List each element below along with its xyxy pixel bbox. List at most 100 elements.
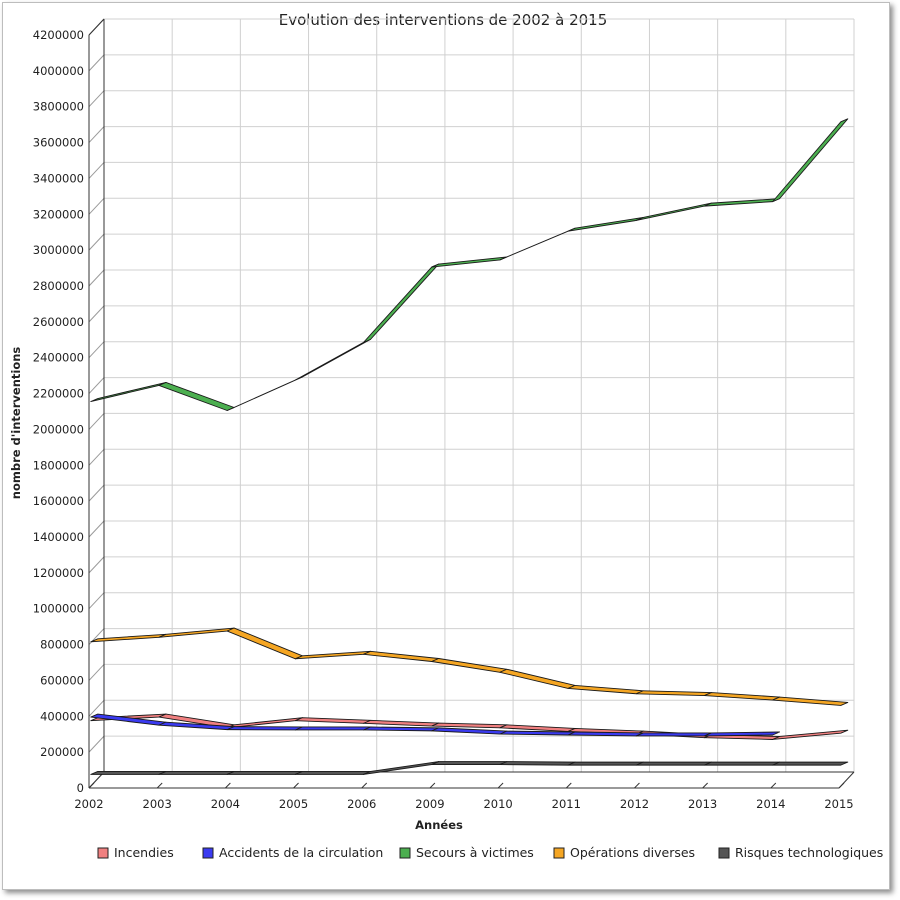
legend-item: Incendies bbox=[97, 845, 174, 860]
legend-item: Risques technologiques bbox=[718, 845, 883, 860]
chart-title: Evolution des interventions de 2002 à 20… bbox=[279, 11, 608, 29]
x-tick-mark bbox=[702, 782, 708, 789]
x-tick-mark bbox=[293, 782, 299, 789]
y-tick-mark bbox=[88, 341, 105, 359]
y-tick-label: 1000000 bbox=[33, 602, 84, 616]
series-segment bbox=[703, 731, 781, 737]
x-tick-label: 2011 bbox=[552, 797, 581, 811]
x-tick-mark bbox=[634, 782, 640, 789]
y-axis-label: nombre d'interventions bbox=[9, 347, 23, 500]
series-segment bbox=[635, 732, 712, 737]
legend-label: Secours à victimes bbox=[416, 845, 534, 860]
series-segment bbox=[294, 771, 371, 775]
y-tick-label: 2400000 bbox=[33, 351, 84, 365]
series-3 bbox=[90, 118, 849, 411]
y-tick-mark bbox=[88, 126, 105, 143]
x-tick-label: 2004 bbox=[211, 797, 240, 811]
legend-label: Accidents de la circulation bbox=[219, 845, 383, 860]
series-segment bbox=[294, 726, 371, 731]
y-tick-label: 4000000 bbox=[33, 64, 84, 78]
y-tick-mark bbox=[88, 699, 105, 717]
x-tick-mark bbox=[361, 782, 368, 789]
y-tick-mark bbox=[88, 90, 105, 108]
y-tick-label: 4200000 bbox=[33, 28, 84, 42]
x-tick-mark bbox=[497, 782, 504, 789]
legend-label: Incendies bbox=[114, 845, 174, 860]
y-tick-mark bbox=[88, 162, 105, 179]
y-tick-mark bbox=[88, 54, 105, 72]
y-tick-label: 3000000 bbox=[33, 243, 84, 257]
series-segment bbox=[90, 381, 167, 402]
series-segment bbox=[772, 696, 849, 706]
series-segment bbox=[635, 202, 712, 221]
series-segment bbox=[158, 771, 235, 775]
y-tick-mark bbox=[88, 305, 105, 323]
x-tick-label: 2003 bbox=[143, 797, 172, 811]
series-segment bbox=[567, 731, 644, 737]
y-axis-top-depth bbox=[88, 18, 105, 36]
y-tick-label: 200000 bbox=[40, 745, 84, 759]
series-segment bbox=[294, 717, 371, 724]
series-segment bbox=[567, 217, 644, 232]
series-segment bbox=[635, 761, 712, 766]
series-segment bbox=[499, 668, 576, 689]
series-segment bbox=[226, 771, 303, 775]
series-segment bbox=[363, 263, 440, 343]
x-tick-mark bbox=[770, 782, 777, 789]
y-tick-label: 2800000 bbox=[33, 279, 84, 293]
y-tick-label: 1600000 bbox=[33, 494, 84, 508]
y-tick-label: 2600000 bbox=[33, 315, 84, 329]
x-tick-mark bbox=[88, 782, 95, 789]
x-tick-label: 2002 bbox=[74, 797, 103, 811]
x-tick-mark bbox=[225, 782, 231, 789]
series-segment bbox=[363, 761, 440, 775]
series-segment bbox=[431, 722, 508, 729]
series-segment bbox=[431, 761, 508, 766]
y-tick-label: 0 bbox=[77, 781, 84, 795]
y-tick-mark bbox=[88, 377, 105, 394]
y-tick-mark bbox=[88, 664, 105, 681]
y-tick-mark bbox=[88, 448, 105, 466]
x-tick-label: 2010 bbox=[483, 797, 512, 811]
legend-swatch bbox=[202, 847, 214, 859]
series-segment bbox=[703, 761, 781, 766]
grid bbox=[103, 18, 855, 773]
legend-swatch bbox=[553, 847, 565, 859]
x-tick-mark bbox=[565, 782, 572, 789]
x-axis-label: Années bbox=[415, 818, 463, 832]
series-segment bbox=[772, 118, 849, 203]
chart-frame: Evolution des interventions de 2002 à 20… bbox=[2, 2, 890, 890]
legend-swatch bbox=[399, 847, 411, 859]
x-tick-label: 2006 bbox=[347, 797, 376, 811]
series-segment bbox=[567, 684, 644, 695]
x-tick-mark bbox=[156, 782, 163, 789]
series-segment bbox=[772, 761, 849, 766]
series-segment bbox=[499, 761, 576, 766]
series-segment bbox=[363, 650, 440, 662]
legend-item: Accidents de la circulation bbox=[202, 845, 383, 860]
series-segment bbox=[635, 690, 712, 697]
legend-swatch bbox=[718, 847, 730, 859]
series-2 bbox=[90, 713, 781, 737]
series-segment bbox=[226, 376, 303, 411]
line-chart: Evolution des interventions de 2002 à 20… bbox=[9, 11, 883, 860]
y-tick-mark bbox=[88, 484, 105, 502]
series-segment bbox=[703, 198, 781, 207]
y-tick-mark bbox=[88, 556, 105, 574]
axes bbox=[88, 18, 855, 789]
series-segment bbox=[158, 381, 235, 411]
series-segment bbox=[294, 650, 371, 660]
y-tick-label: 600000 bbox=[40, 673, 84, 687]
y-tick-label: 3600000 bbox=[33, 136, 84, 150]
y-tick-label: 400000 bbox=[40, 709, 84, 723]
series-segment bbox=[294, 338, 371, 381]
y-tick-mark bbox=[88, 413, 105, 430]
series-4 bbox=[90, 627, 849, 706]
series-segment bbox=[499, 227, 576, 261]
y-tick-mark bbox=[88, 520, 105, 538]
series-5 bbox=[90, 761, 849, 775]
series-segment bbox=[431, 727, 508, 735]
x-tick-label: 2012 bbox=[620, 797, 649, 811]
series-lines bbox=[90, 118, 849, 775]
series-segment bbox=[499, 730, 576, 736]
